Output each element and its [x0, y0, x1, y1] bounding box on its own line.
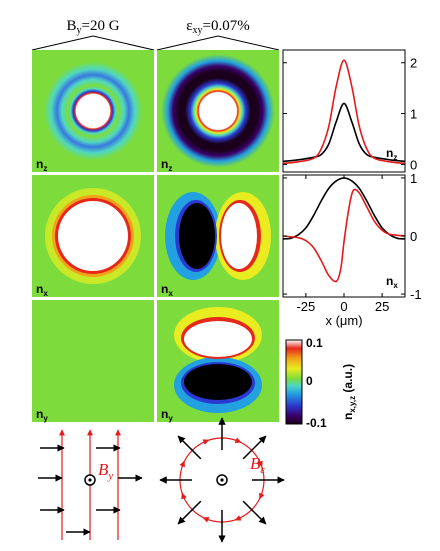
diagram-left-label: By [98, 460, 113, 482]
colorbar-title: nx,y,z (a.u.) [341, 364, 357, 420]
plot-label-nx: nx [386, 274, 398, 290]
panel-nz-left: nz [32, 50, 154, 173]
header-bracket-middle [156, 35, 280, 51]
loop-direction-arrow [257, 460, 263, 468]
x-tick-label: 25 [375, 299, 389, 314]
line-plot-bottom: 1 0 -1 -25 0 25 nx x (μm) [282, 171, 422, 328]
colorbar: 0.1 0 -0.1 nx,y,z (a.u.) [285, 336, 357, 430]
header-middle-text: εxy=0.07% [186, 18, 250, 36]
panel-ny-middle [157, 300, 279, 422]
colorbar-min-label: -0.1 [306, 416, 327, 430]
loop-direction-arrow [234, 515, 242, 521]
loop-direction-arrow [181, 492, 187, 500]
radial-spin-arrow [242, 500, 267, 525]
panel-nx-middle [157, 175, 279, 297]
y-tick-label: 0 [410, 157, 417, 172]
series-line [283, 59, 405, 165]
header-bracket-left [31, 35, 155, 51]
loop-direction-arrow [202, 439, 210, 445]
column-header-middle: εxy=0.07% [156, 18, 280, 51]
y-tick-label: -1 [410, 287, 422, 302]
panel-ny-left: ny [32, 300, 154, 423]
plot-xlabel: x (μm) [325, 313, 362, 328]
series-line [283, 102, 405, 163]
loop-direction-arrow [202, 517, 210, 523]
diagram-strain-field: Bε [159, 417, 285, 543]
radial-spin-arrow [177, 435, 202, 460]
panel-label-ny-middle: ny [161, 407, 173, 423]
y-tick-label: 1 [410, 107, 417, 122]
series-line [283, 188, 405, 283]
y-tick-label: 1 [410, 171, 417, 186]
diagram-uniform-field: By [38, 429, 143, 540]
column-header-left: By=20 G [31, 18, 155, 51]
colorbar-max-label: 0.1 [306, 336, 323, 350]
radial-spin-arrow [242, 435, 267, 460]
x-tick-label: 0 [340, 299, 347, 314]
radial-spin-arrow [177, 500, 202, 525]
panel-label-ny-left: ny [36, 407, 48, 423]
panel-label-nx-left: nx [36, 282, 48, 298]
colorbar-gradient [285, 339, 303, 425]
loop-direction-arrow [179, 460, 185, 468]
y-tick-label: 0 [410, 229, 417, 244]
y-tick-label: 2 [410, 56, 417, 71]
loop-direction-arrow [234, 437, 242, 443]
plot-label-nz: nz [386, 146, 397, 162]
colorbar-mid-label: 0 [306, 374, 313, 388]
panel-label-nx-middle: nx [161, 282, 173, 298]
panel-label-nz-left: nz [36, 157, 47, 173]
panel-nz-middle [157, 50, 279, 172]
loop-direction-arrow [259, 492, 265, 500]
panel-label-nz-middle: nz [161, 157, 172, 173]
header-left-text: By=20 G [66, 18, 119, 36]
diagram-right-label: Bε [250, 454, 265, 476]
panel-nx-left [32, 175, 154, 297]
line-plot-top: 0 1 2 nz [282, 49, 417, 173]
x-tick-label: -25 [296, 299, 315, 314]
plot-frame-top [282, 49, 406, 173]
